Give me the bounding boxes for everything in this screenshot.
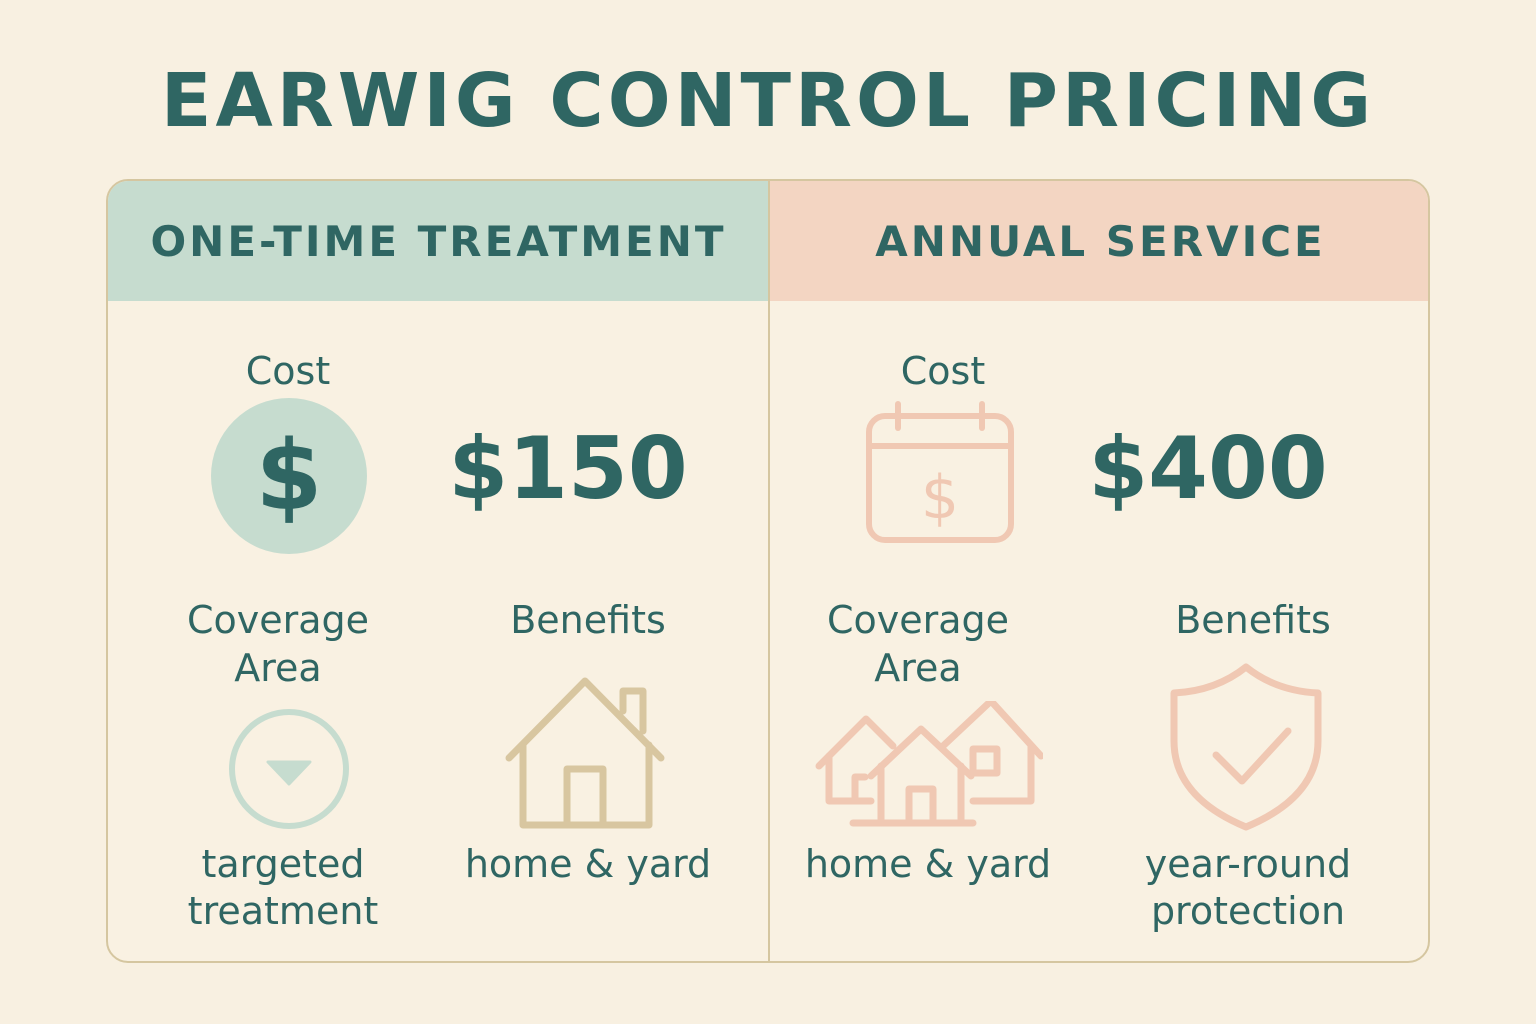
dollar-circle-icon: $ <box>211 398 367 554</box>
one-time-price: $150 <box>448 419 688 519</box>
coverage-value-line1: targeted <box>201 842 365 886</box>
coverage-label-line1: Coverage <box>186 598 370 642</box>
annual-benefits-value: year-round protection <box>1108 841 1388 935</box>
annual-cost-label: Cost <box>900 349 986 393</box>
benefits-value-line1: year-round <box>1144 842 1352 886</box>
annual-price: $400 <box>1088 419 1328 519</box>
benefits-value-line2: protection <box>1150 889 1346 933</box>
shield-check-icon <box>1170 663 1322 831</box>
annual-service-header: ANNUAL SERVICE <box>769 181 1428 301</box>
coverage-value-line2: treatment <box>187 889 379 933</box>
svg-text:$: $ <box>921 463 959 533</box>
house-icon <box>505 677 665 829</box>
annual-coverage-value: home & yard <box>804 842 1052 886</box>
one-time-coverage-label: Coverage Area <box>148 596 408 692</box>
page-title: EARWIG CONTROL PRICING <box>160 58 1376 144</box>
one-time-cost-label: Cost <box>245 349 331 393</box>
pricing-comparison-card: ONE-TIME TREATMENT ANNUAL SERVICE Cost $… <box>106 179 1430 963</box>
one-time-benefits-value: home & yard <box>464 842 712 886</box>
coverage-label-line2: Area <box>234 646 322 690</box>
target-down-arrow-icon <box>229 709 349 829</box>
annual-benefits-label: Benefits <box>1175 598 1331 642</box>
svg-text:$: $ <box>256 420 323 532</box>
column-divider <box>768 181 770 961</box>
one-time-treatment-header: ONE-TIME TREATMENT <box>108 181 769 301</box>
coverage-label-line2: Area <box>874 646 962 690</box>
multiple-houses-icon <box>815 701 1043 827</box>
coverage-label-line1: Coverage <box>826 598 1010 642</box>
one-time-coverage-value: targeted treatment <box>138 841 428 935</box>
calendar-dollar-icon: $ <box>866 401 1014 543</box>
one-time-benefits-label: Benefits <box>510 598 666 642</box>
annual-coverage-label: Coverage Area <box>788 596 1048 692</box>
